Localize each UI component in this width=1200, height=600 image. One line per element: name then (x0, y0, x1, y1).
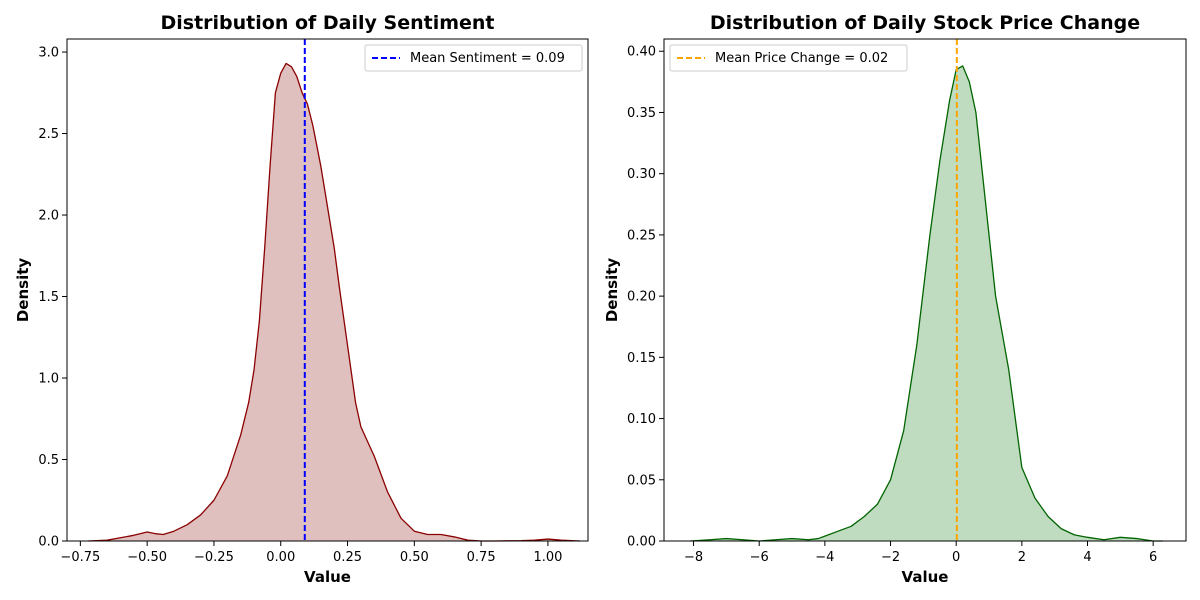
sentiment-y-tick-label: 0.0 (38, 535, 59, 550)
price-change-x-tick-label: 0 (952, 550, 960, 565)
sentiment-x-tick-label: 1.00 (533, 550, 562, 565)
price-change-x-tick-label: −2 (881, 550, 900, 565)
price-change-chart: Distribution of Daily Stock Price Change… (603, 12, 1187, 586)
sentiment-y-tick-label: 0.5 (38, 453, 59, 468)
price-change-x-tick-label: −8 (684, 550, 703, 565)
price-change-y-tick-label: 0.15 (627, 351, 656, 366)
sentiment-chart-title: Distribution of Daily Sentiment (160, 12, 494, 34)
sentiment-chart: Distribution of Daily Sentiment −0.75 −0.… (14, 12, 589, 586)
sentiment-legend: Mean Sentiment = 0.09 (364, 44, 583, 72)
price-change-x-tick-label: 6 (1149, 550, 1157, 565)
price-change-plot-layer (690, 39, 1164, 542)
price-change-y-tick-label: 0.40 (627, 45, 656, 60)
price-change-y-tick-label: 0.00 (627, 535, 656, 550)
sentiment-x-tick-label: −0.25 (194, 550, 234, 565)
sentiment-density-area (88, 63, 580, 541)
price-change-density-curve (690, 65, 1164, 542)
sentiment-legend-box (364, 44, 583, 72)
sentiment-plot-layer (88, 39, 581, 542)
price-change-y-tick-label: 0.35 (627, 106, 656, 121)
price-change-y-tick-label: 0.05 (627, 473, 656, 488)
price-change-legend-label: Mean Price Change = 0.02 (715, 51, 888, 66)
sentiment-legend-label: Mean Sentiment = 0.09 (410, 51, 565, 66)
sentiment-y-axis-label: Density (14, 258, 32, 323)
price-change-x-ticks: −8 −6 −4 −2 0 2 4 6 (684, 541, 1157, 565)
sentiment-x-tick-label: 0.00 (266, 550, 295, 565)
sentiment-x-tick-label: −0.75 (60, 550, 100, 565)
price-change-y-axis-label: Density (603, 258, 621, 323)
sentiment-plot-frame (66, 38, 589, 542)
price-change-x-tick-label: 2 (1018, 550, 1026, 565)
price-change-x-tick-label: 4 (1083, 550, 1091, 565)
sentiment-x-tick-label: 0.50 (400, 550, 429, 565)
sentiment-y-tick-label: 3.0 (38, 46, 59, 61)
sentiment-x-tick-label: 0.75 (467, 550, 496, 565)
price-change-legend-box (669, 44, 908, 72)
price-change-chart-title: Distribution of Daily Stock Price Change (710, 12, 1140, 34)
sentiment-y-tick-label: 2.0 (38, 209, 59, 224)
price-change-y-tick-label: 0.20 (627, 290, 656, 305)
price-change-y-tick-label: 0.10 (627, 412, 656, 427)
price-change-plot-frame (663, 38, 1187, 542)
sentiment-x-tick-label: 0.25 (333, 550, 362, 565)
price-change-x-tick-label: −6 (750, 550, 769, 565)
sentiment-x-tick-label: −0.50 (127, 550, 167, 565)
sentiment-x-ticks: −0.75 −0.50 −0.25 0.00 0.25 0.50 0.75 1.00 (60, 541, 562, 565)
price-change-y-tick-label: 0.25 (627, 228, 656, 243)
sentiment-y-tick-label: 2.5 (38, 127, 59, 142)
sentiment-y-tick-label: 1.5 (38, 290, 59, 305)
price-change-x-axis-label: Value (902, 568, 949, 586)
sentiment-y-tick-label: 1.0 (38, 372, 59, 387)
price-change-legend: Mean Price Change = 0.02 (669, 44, 908, 72)
price-change-y-tick-label: 0.30 (627, 167, 656, 182)
price-change-y-ticks: 0.00 0.05 0.10 0.15 0.20 0.25 0.30 0.35 0.40 (627, 45, 664, 550)
price-change-x-tick-label: −4 (815, 550, 834, 565)
sentiment-x-axis-label: Value (304, 568, 351, 586)
price-change-density-area (690, 65, 1164, 541)
sentiment-y-ticks: 0.0 0.5 1.0 1.5 2.0 2.5 3.0 (38, 46, 67, 550)
